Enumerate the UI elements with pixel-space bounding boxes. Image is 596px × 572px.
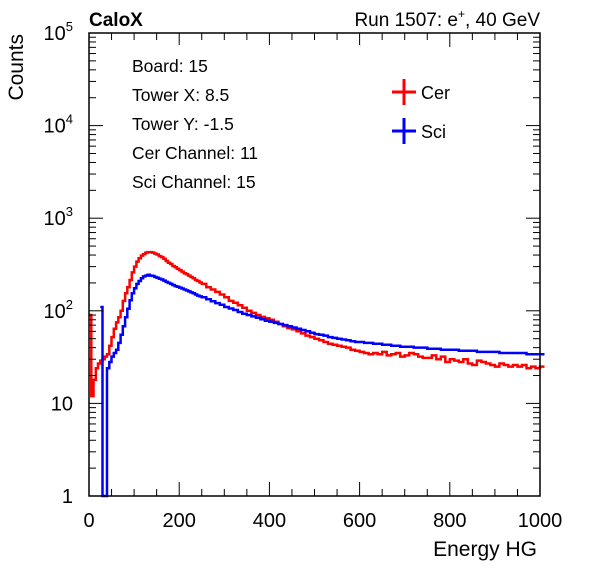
run-info-superscript: + [458,7,465,21]
info-lines: Board: 15 Tower X: 8.5 Tower Y: -1.5 Cer Ch… [132,56,258,192]
series-sci [100,273,545,498]
series-cer-line [89,250,545,398]
x-tick-labels: 0 200 400 600 800 1000 [83,510,562,532]
x-tick-label: 600 [343,510,376,532]
y-tick-exponent: 2 [66,297,73,312]
y-tick-base: 10 [44,116,66,138]
legend-label: Sci [421,122,446,142]
y-tick-base: 10 [44,301,66,323]
y-tick-exponent: 5 [66,19,73,34]
x-tick-label: 200 [163,510,196,532]
info-line: Tower X: 8.5 [132,85,229,105]
info-line: Cer Channel: 11 [132,143,258,163]
y-tick-base: 10 [44,208,66,230]
series-sci-line [100,273,545,498]
y-tick-base: 1 [62,486,73,508]
series-cer [89,250,545,398]
y-tick-label: 102 [44,297,73,323]
y-tick-label: 105 [44,19,73,45]
y-tick-exponent: 4 [66,112,73,127]
info-box [121,45,360,197]
run-info-suffix: , 40 GeV [465,10,540,31]
brand-label: CaloX [89,10,143,31]
x-tick-label: 400 [253,510,286,532]
y-tick-label: 10 [51,393,73,415]
info-line: Sci Channel: 15 [132,172,256,192]
x-axis-title: Energy HG [433,538,537,561]
y-tick-base: 10 [44,23,66,45]
legend: Cer Sci [392,79,450,144]
y-tick-exponent: 3 [66,204,73,219]
ticks-layer [88,33,541,497]
info-line: Tower Y: -1.5 [132,114,234,134]
x-tick-label: 1000 [518,510,563,532]
legend-entry-cer: Cer [392,79,450,105]
y-tick-label: 104 [44,112,73,138]
info-line: Board: 15 [132,56,208,76]
x-tick-label: 0 [83,510,94,532]
series-layer [89,250,545,498]
legend-entry-sci: Sci [392,118,446,144]
run-info-label: Run 1507: e+, 40 GeV [354,7,540,31]
legend-label: Cer [421,83,450,103]
y-tick-base: 10 [51,393,73,415]
y-axis-title: Counts [5,34,28,101]
run-info-text: Run 1507: e [354,10,458,31]
x-tick-label: 800 [433,510,466,532]
y-tick-label: 1 [62,486,73,508]
y-tick-label: 103 [44,204,73,230]
